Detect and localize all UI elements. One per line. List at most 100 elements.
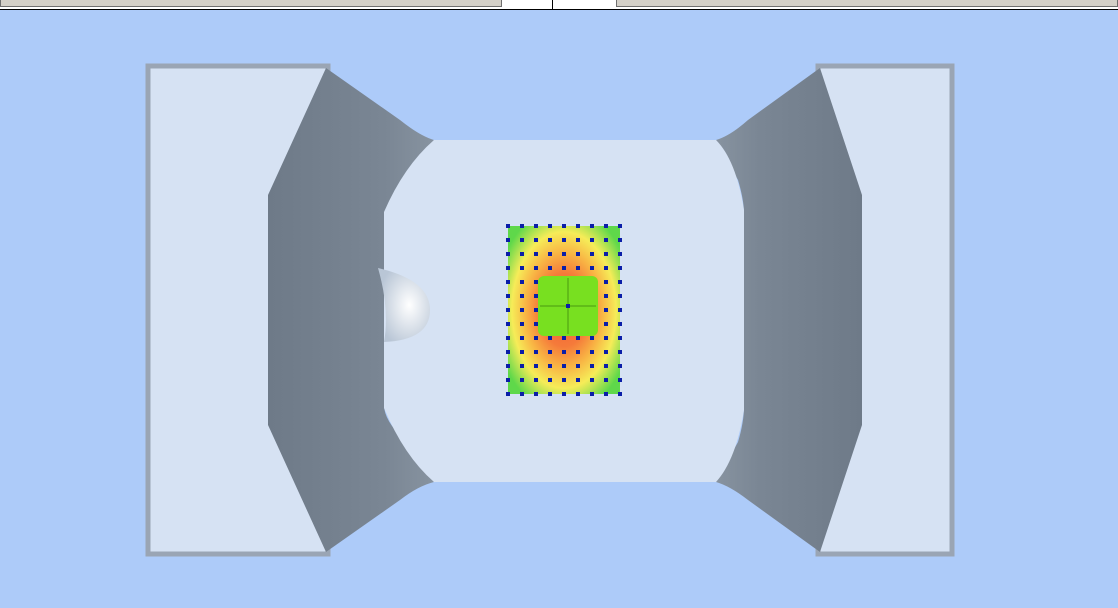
grid-marker — [576, 392, 580, 396]
grid-marker — [506, 322, 510, 326]
grid-marker — [548, 224, 552, 228]
grid-marker — [506, 378, 510, 382]
grid-marker — [618, 252, 622, 256]
grid-marker — [534, 378, 538, 382]
grid-marker — [618, 308, 622, 312]
grid-marker — [534, 238, 538, 242]
grid-marker — [604, 294, 608, 298]
right-wall — [716, 68, 862, 552]
grid-marker — [590, 266, 594, 270]
grid-marker — [534, 308, 538, 312]
grid-marker — [576, 252, 580, 256]
toolbar-field-left[interactable] — [0, 0, 502, 7]
grid-marker — [604, 252, 608, 256]
grid-marker — [548, 252, 552, 256]
grid-marker — [562, 252, 566, 256]
grid-marker — [520, 238, 524, 242]
grid-marker — [618, 322, 622, 326]
grid-marker — [590, 350, 594, 354]
grid-marker — [576, 238, 580, 242]
toolbar-field-right[interactable] — [616, 0, 1118, 7]
grid-marker — [548, 238, 552, 242]
grid-marker — [618, 364, 622, 368]
grid-marker — [604, 308, 608, 312]
grid-marker — [520, 252, 524, 256]
grid-marker — [534, 252, 538, 256]
grid-marker — [534, 392, 538, 396]
grid-marker — [520, 336, 524, 340]
grid-marker — [534, 224, 538, 228]
grid-marker — [548, 336, 552, 340]
grid-marker — [604, 392, 608, 396]
grid-marker — [520, 308, 524, 312]
top-toolbar — [0, 0, 1118, 10]
grid-marker — [562, 350, 566, 354]
grid-marker — [506, 308, 510, 312]
grid-marker — [562, 378, 566, 382]
grid-marker — [604, 224, 608, 228]
grid-marker — [618, 238, 622, 242]
grid-marker — [618, 224, 622, 228]
grid-marker — [506, 364, 510, 368]
grid-marker — [576, 266, 580, 270]
grid-marker — [590, 252, 594, 256]
grid-marker — [506, 252, 510, 256]
grid-marker — [506, 294, 510, 298]
grid-marker — [562, 224, 566, 228]
grid-marker — [534, 294, 538, 298]
grid-marker — [562, 266, 566, 270]
grid-marker — [520, 224, 524, 228]
grid-marker — [590, 364, 594, 368]
grid-marker — [506, 224, 510, 228]
grid-marker — [590, 336, 594, 340]
grid-marker — [604, 364, 608, 368]
grid-marker — [520, 294, 524, 298]
grid-marker — [506, 266, 510, 270]
grid-marker — [548, 266, 552, 270]
grid-marker — [520, 392, 524, 396]
grid-marker — [562, 238, 566, 242]
grid-marker — [506, 392, 510, 396]
grid-marker — [604, 350, 608, 354]
grid-marker — [520, 350, 524, 354]
grid-marker — [590, 392, 594, 396]
grid-marker — [604, 378, 608, 382]
toolbar-divider — [552, 0, 553, 9]
grid-marker — [534, 336, 538, 340]
grid-marker — [548, 350, 552, 354]
grid-marker — [534, 322, 538, 326]
grid-marker — [520, 322, 524, 326]
grid-marker-center — [566, 304, 570, 308]
grid-marker — [520, 280, 524, 284]
grid-marker — [576, 224, 580, 228]
grid-marker — [506, 280, 510, 284]
grid-marker — [534, 350, 538, 354]
grid-marker — [548, 378, 552, 382]
grid-marker — [618, 350, 622, 354]
grid-marker — [590, 238, 594, 242]
model-scene — [145, 63, 955, 557]
grid-marker — [576, 350, 580, 354]
grid-marker — [520, 266, 524, 270]
grid-marker — [576, 378, 580, 382]
grid-marker — [618, 378, 622, 382]
grid-marker — [576, 336, 580, 340]
grid-marker — [604, 266, 608, 270]
grid-marker — [618, 392, 622, 396]
grid-marker — [506, 350, 510, 354]
grid-marker — [548, 392, 552, 396]
grid-marker — [576, 364, 580, 368]
marker-grid — [506, 224, 622, 396]
grid-marker — [534, 266, 538, 270]
grid-marker — [506, 238, 510, 242]
grid-marker — [562, 392, 566, 396]
grid-marker — [520, 364, 524, 368]
3d-viewport[interactable] — [0, 10, 1118, 608]
left-wall — [268, 68, 434, 552]
grid-marker — [590, 378, 594, 382]
grid-marker — [618, 266, 622, 270]
grid-marker — [604, 322, 608, 326]
grid-marker — [562, 364, 566, 368]
grid-marker — [604, 336, 608, 340]
grid-marker — [548, 364, 552, 368]
